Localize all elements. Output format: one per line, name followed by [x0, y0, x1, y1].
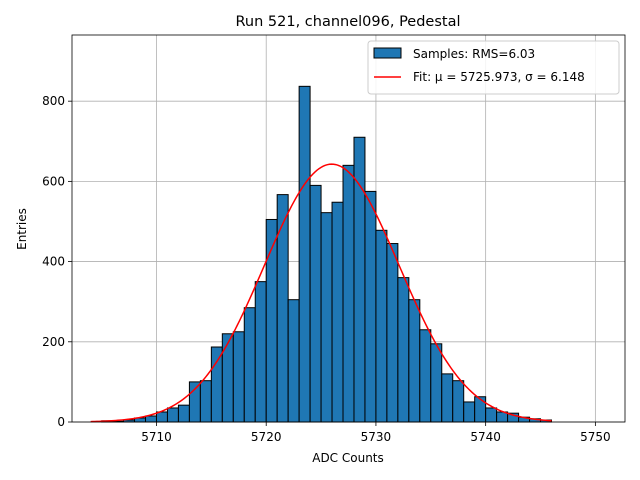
- histogram-bar: [155, 411, 168, 423]
- histogram-bar: [452, 380, 465, 423]
- histogram-bar: [145, 415, 157, 423]
- y-tick-label: 0: [57, 415, 65, 429]
- legend-label-samples: Samples: RMS=6.03: [413, 47, 535, 61]
- histogram-bar: [210, 346, 223, 423]
- x-tick-label: 5750: [580, 430, 611, 444]
- histogram-bar: [331, 201, 344, 423]
- gaussian-fit-curve: [90, 163, 552, 423]
- histogram-bar: [221, 333, 234, 423]
- histogram-bar: [364, 190, 377, 423]
- y-tick-label: 200: [42, 335, 65, 349]
- histogram-bar: [309, 184, 322, 423]
- x-tick-label: 5710: [141, 430, 172, 444]
- legend: Samples: RMS=6.03 Fit: μ = 5725.973, σ =…: [367, 40, 620, 95]
- histogram-bar: [287, 299, 300, 423]
- y-tick-label: 800: [42, 94, 65, 108]
- x-tick-label: 5740: [470, 430, 501, 444]
- legend-box: [367, 40, 620, 95]
- histogram-bar: [254, 281, 267, 423]
- y-axis-ticks: 0 200 400 600 800: [42, 94, 72, 429]
- legend-patch-samples: [373, 47, 402, 59]
- histogram-bar: [232, 331, 245, 423]
- y-tick-label: 600: [42, 174, 65, 188]
- legend-label-fit: Fit: μ = 5725.973, σ = 6.148: [413, 70, 585, 84]
- histogram-bar: [298, 85, 311, 423]
- histogram-bar: [408, 299, 421, 423]
- histogram-bar: [320, 212, 333, 423]
- histogram-bar: [419, 329, 432, 423]
- histogram-bar: [342, 164, 355, 423]
- histogram-bar: [463, 401, 476, 423]
- histogram-bar: [441, 373, 454, 423]
- x-tick-label: 5720: [251, 430, 282, 444]
- histogram-bar: [430, 343, 443, 423]
- histogram-bar: [177, 404, 190, 423]
- histogram-bar: [474, 396, 487, 423]
- x-tick-label: 5730: [361, 430, 392, 444]
- histogram-bar: [276, 194, 289, 423]
- chart-title: Run 521, channel096, Pedestal: [235, 14, 460, 30]
- histogram-bar: [166, 407, 179, 423]
- y-axis-label: Entries: [15, 208, 29, 250]
- histogram-bar: [188, 381, 201, 423]
- x-axis-ticks: 5710 5720 5730 5740 5750: [141, 422, 611, 444]
- x-axis-label: ADC Counts: [312, 451, 384, 465]
- histogram-bar: [386, 243, 399, 423]
- plot-frame: [71, 34, 626, 423]
- histogram-bars: [101, 85, 552, 423]
- histogram-bar: [485, 407, 498, 423]
- y-tick-label: 400: [42, 255, 65, 269]
- histogram-bar: [397, 277, 410, 423]
- histogram-bar: [375, 229, 388, 423]
- histogram-bar: [199, 380, 212, 423]
- histogram-bar: [243, 307, 256, 423]
